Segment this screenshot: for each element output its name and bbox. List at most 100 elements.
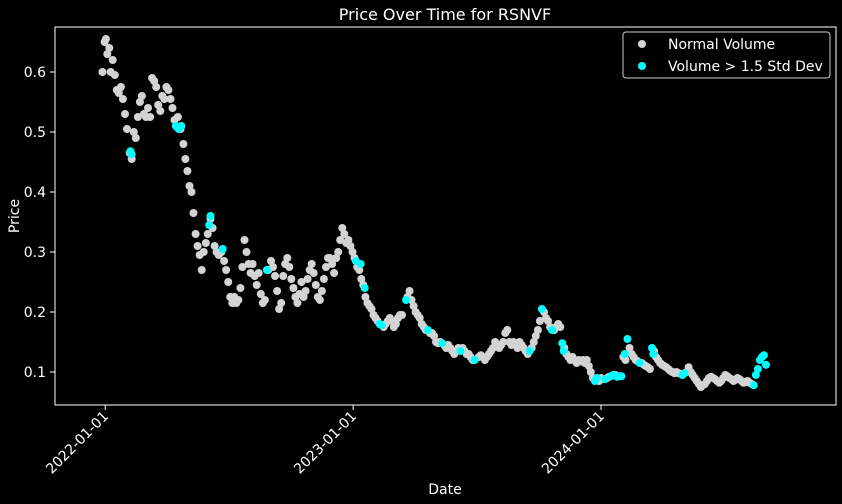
normal-volume-point bbox=[108, 56, 117, 64]
normal-volume-point bbox=[273, 287, 282, 295]
high-volume-point bbox=[470, 356, 479, 364]
high-volume-point bbox=[127, 150, 136, 159]
normal-volume-point bbox=[199, 248, 208, 256]
normal-volume-point bbox=[160, 95, 169, 103]
normal-volume-point bbox=[535, 317, 544, 325]
normal-volume-point bbox=[277, 299, 286, 307]
normal-volume-point bbox=[116, 83, 125, 91]
normal-volume-point bbox=[123, 125, 131, 133]
high-volume-point bbox=[760, 351, 768, 360]
normal-volume-point bbox=[110, 71, 119, 79]
high-volume-point bbox=[438, 339, 447, 348]
y-tick-label: 0.5 bbox=[24, 125, 46, 141]
normal-volume-point bbox=[137, 92, 146, 100]
normal-volume-point bbox=[248, 260, 257, 268]
normal-volume-point bbox=[346, 242, 355, 250]
normal-volume-point bbox=[293, 299, 302, 307]
chart-title: Price Over Time for RSNVF bbox=[339, 5, 551, 24]
high-volume-point bbox=[205, 221, 214, 229]
normal-volume-point bbox=[586, 368, 595, 376]
normal-volume-point bbox=[222, 266, 231, 274]
high-volume-point bbox=[177, 122, 186, 130]
normal-volume-point bbox=[621, 356, 630, 364]
normal-volume-point bbox=[193, 242, 202, 250]
normal-volume-point bbox=[334, 248, 343, 256]
normal-volume-point bbox=[289, 284, 298, 292]
normal-volume-point bbox=[328, 260, 337, 268]
normal-volume-point bbox=[531, 332, 540, 340]
normal-volume-point bbox=[191, 230, 200, 238]
normal-volume-point bbox=[279, 272, 288, 280]
normal-volume-point bbox=[499, 338, 508, 346]
normal-volume-point bbox=[118, 95, 127, 103]
normal-volume-point bbox=[503, 326, 512, 334]
normal-volume-point bbox=[336, 236, 345, 244]
normal-volume-point bbox=[297, 278, 306, 286]
normal-volume-point bbox=[301, 287, 310, 295]
normal-volume-point bbox=[236, 284, 245, 292]
data-points bbox=[98, 35, 770, 391]
normal-volume-point bbox=[311, 281, 320, 289]
high-volume-point bbox=[623, 335, 632, 343]
normal-volume-point bbox=[326, 254, 334, 262]
high-volume-point bbox=[620, 350, 629, 358]
high-volume-point bbox=[360, 284, 369, 292]
normal-volume-point bbox=[285, 263, 294, 271]
y-tick-label: 0.3 bbox=[24, 245, 46, 261]
normal-volume-point bbox=[271, 272, 279, 280]
normal-volume-point bbox=[398, 311, 406, 319]
y-tick-label: 0.2 bbox=[24, 305, 46, 321]
normal-volume-point bbox=[240, 236, 249, 244]
high-volume-point bbox=[558, 339, 567, 348]
normal-volume-point bbox=[187, 188, 196, 196]
high-volume-point bbox=[753, 365, 762, 373]
normal-volume-point bbox=[275, 305, 284, 313]
normal-volume-point bbox=[287, 275, 296, 283]
normal-volume-point bbox=[146, 113, 155, 121]
normal-volume-point bbox=[254, 269, 263, 277]
normal-volume-point bbox=[181, 155, 190, 163]
normal-volume-point bbox=[556, 323, 565, 331]
high-volume-point bbox=[218, 245, 227, 253]
normal-volume-point bbox=[260, 296, 269, 304]
normal-volume-point bbox=[189, 209, 198, 217]
high-volume-point bbox=[402, 296, 411, 304]
normal-volume-point bbox=[252, 281, 261, 289]
high-volume-point bbox=[592, 374, 601, 382]
normal-volume-point bbox=[269, 263, 277, 271]
normal-volume-point bbox=[405, 287, 414, 295]
normal-volume-point bbox=[315, 296, 324, 304]
normal-volume-point bbox=[330, 269, 339, 277]
legend-label-high: Volume > 1.5 Std Dev bbox=[668, 59, 823, 75]
y-axis-label: Price bbox=[7, 199, 23, 233]
high-volume-point bbox=[525, 347, 534, 355]
normal-volume-point bbox=[242, 248, 251, 256]
high-volume-point bbox=[601, 375, 610, 384]
high-volume-point bbox=[377, 321, 386, 330]
normal-volume-point bbox=[121, 110, 129, 118]
normal-volume-point bbox=[98, 68, 107, 76]
normal-volume-point bbox=[391, 320, 400, 328]
high-volume-point bbox=[617, 372, 626, 381]
normal-volume-point bbox=[234, 296, 243, 304]
normal-volume-point bbox=[173, 113, 182, 121]
normal-volume-point bbox=[544, 317, 552, 325]
high-volume-point bbox=[635, 359, 644, 367]
normal-volume-point bbox=[309, 269, 318, 277]
normal-volume-point bbox=[319, 275, 328, 283]
normal-volume-point bbox=[645, 365, 654, 373]
y-tick-label: 0.4 bbox=[24, 185, 46, 201]
high-volume-point bbox=[206, 212, 215, 220]
legend-marker-high bbox=[638, 62, 646, 70]
legend-box bbox=[622, 31, 831, 79]
normal-volume-point bbox=[340, 230, 349, 238]
y-axis-ticks: 0.1 0.2 0.3 0.4 0.5 0.6 bbox=[24, 65, 55, 381]
normal-volume-point bbox=[355, 266, 364, 274]
normal-volume-point bbox=[144, 104, 152, 112]
normal-volume-point bbox=[133, 113, 142, 121]
normal-volume-point bbox=[101, 35, 110, 43]
normal-volume-point bbox=[154, 101, 163, 109]
normal-volume-point bbox=[156, 107, 165, 115]
normal-volume-point bbox=[238, 263, 247, 271]
normal-volume-point bbox=[152, 83, 161, 91]
